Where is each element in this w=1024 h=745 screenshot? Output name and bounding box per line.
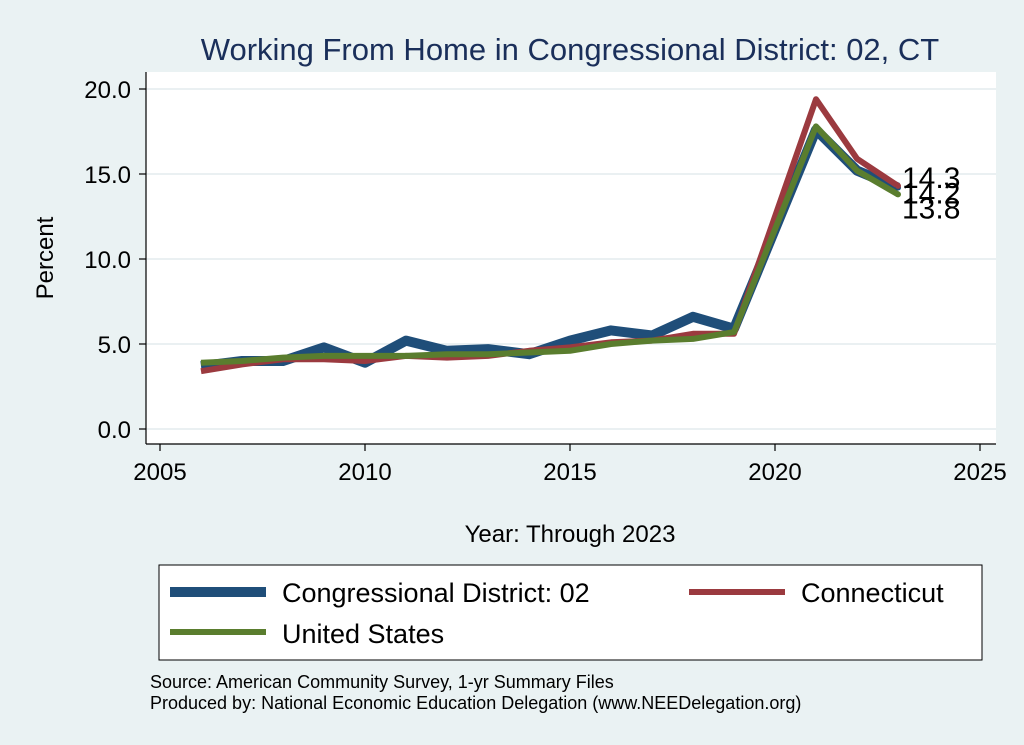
y-tick-label: 15.0 [84, 162, 131, 189]
end-label-district: 14.2 [902, 178, 960, 211]
x-tick-label: 2005 [133, 459, 186, 486]
chart-title: Working From Home in Congressional Distr… [201, 32, 940, 67]
y-tick-label: 10.0 [84, 247, 131, 274]
end-labels: 14.214.313.8 [902, 162, 960, 226]
source-note: Source: American Community Survey, 1-yr … [150, 672, 614, 692]
legend-box [158, 564, 983, 661]
legend-label-district: Congressional District: 02 [282, 578, 590, 608]
x-tick-label: 2025 [953, 459, 1006, 486]
legend-label-connecticut: Connecticut [801, 578, 944, 608]
legend-label-us: United States [282, 619, 444, 649]
x-axis-label: Year: Through 2023 [465, 521, 676, 548]
end-point-connecticut [895, 182, 901, 189]
y-tick-label: 0.0 [98, 417, 131, 444]
producer-note: Produced by: National Economic Education… [150, 693, 801, 713]
x-tick-label: 2015 [543, 459, 596, 486]
x-tick-label: 2010 [338, 459, 391, 486]
x-tick-label: 2020 [748, 459, 801, 486]
y-axis-ticks: 0.0 5.0 10.0 15.0 20.0 [84, 77, 146, 444]
series-line-united-states [200, 123, 900, 366]
y-tick-label: 20.0 [84, 77, 131, 104]
x-axis-ticks: 2005 2010 2015 2020 2025 [133, 444, 1007, 486]
y-tick-label: 5.0 [98, 332, 131, 359]
end-label-united-states: 13.8 [902, 192, 960, 225]
end-label-connecticut: 14.3 [902, 162, 960, 195]
plot-area [146, 72, 996, 444]
end-point-united-states [895, 191, 901, 198]
y-axis-label: Percent [32, 216, 59, 299]
legend: Congressional District: 02 Connecticut U… [158, 564, 983, 661]
series-lines [200, 96, 901, 375]
